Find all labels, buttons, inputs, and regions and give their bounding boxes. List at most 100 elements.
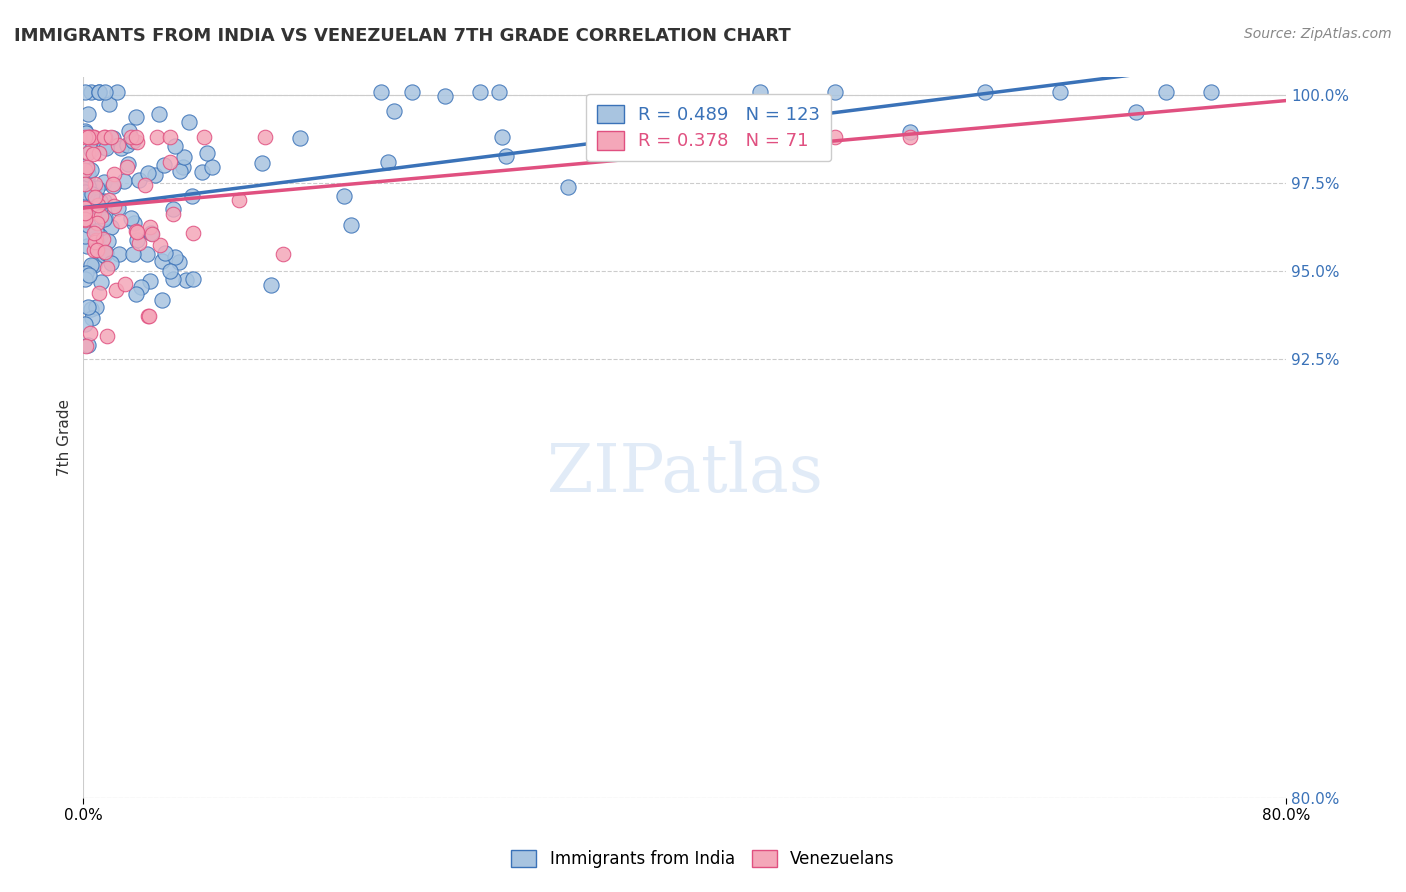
Immigrants from India: [100, 256, 122, 270]
Immigrants from India: [377, 155, 399, 169]
Venezuelans: [84, 190, 107, 204]
Immigrants from India: [94, 85, 117, 99]
Immigrants from India: [136, 166, 159, 180]
Immigrants from India: [748, 85, 770, 99]
Venezuelans: [145, 130, 167, 145]
Immigrants from India: [101, 178, 124, 193]
Venezuelans: [91, 232, 114, 246]
Immigrants from India: [122, 216, 145, 230]
Immigrants from India: [172, 160, 194, 174]
Immigrants from India: [80, 301, 103, 316]
Immigrants from India: [89, 201, 111, 215]
Immigrants from India: [169, 255, 191, 269]
Venezuelans: [159, 130, 181, 145]
Immigrants from India: [76, 201, 98, 215]
Immigrants from India: [77, 167, 100, 181]
Immigrants from India: [75, 267, 97, 281]
Immigrants from India: [165, 250, 187, 264]
Venezuelans: [125, 224, 148, 238]
Venezuelans: [83, 235, 105, 249]
Immigrants from India: [93, 174, 115, 188]
Immigrants from India: [179, 114, 201, 128]
Immigrants from India: [145, 168, 167, 182]
Immigrants from India: [169, 164, 191, 178]
Venezuelans: [83, 243, 105, 257]
Venezuelans: [84, 233, 107, 247]
Immigrants from India: [121, 247, 143, 261]
Venezuelans: [87, 198, 110, 212]
Text: IMMIGRANTS FROM INDIA VS VENEZUELAN 7TH GRADE CORRELATION CHART: IMMIGRANTS FROM INDIA VS VENEZUELAN 7TH …: [14, 27, 790, 45]
Immigrants from India: [80, 144, 103, 158]
Venezuelans: [98, 193, 121, 207]
Immigrants from India: [105, 85, 128, 99]
Immigrants from India: [139, 274, 162, 288]
Venezuelans: [73, 213, 96, 227]
Venezuelans: [114, 277, 136, 291]
Venezuelans: [139, 219, 162, 234]
Venezuelans: [84, 178, 107, 192]
Immigrants from India: [80, 85, 103, 99]
Immigrants from India: [173, 151, 195, 165]
Immigrants from India: [75, 126, 97, 140]
Immigrants from India: [201, 160, 224, 174]
Immigrants from India: [115, 138, 138, 153]
Venezuelans: [120, 130, 142, 145]
Immigrants from India: [93, 140, 115, 154]
Immigrants from India: [153, 158, 176, 172]
Immigrants from India: [135, 247, 157, 261]
Venezuelans: [96, 329, 118, 343]
Immigrants from India: [117, 156, 139, 170]
Venezuelans: [193, 130, 215, 145]
Immigrants from India: [340, 218, 363, 232]
Immigrants from India: [1154, 85, 1177, 99]
Immigrants from India: [491, 129, 513, 144]
Immigrants from India: [370, 85, 392, 99]
Immigrants from India: [1199, 85, 1222, 99]
Y-axis label: 7th Grade: 7th Grade: [58, 400, 72, 476]
Immigrants from India: [155, 246, 177, 260]
Immigrants from India: [174, 273, 197, 287]
Venezuelans: [107, 138, 129, 153]
Venezuelans: [141, 227, 163, 241]
Immigrants from India: [93, 211, 115, 226]
Immigrants from India: [97, 234, 120, 248]
Venezuelans: [86, 244, 108, 258]
Venezuelans: [82, 147, 104, 161]
Immigrants from India: [80, 163, 103, 178]
Immigrants from India: [98, 96, 121, 111]
Venezuelans: [73, 212, 96, 227]
Venezuelans: [94, 130, 117, 145]
Immigrants from India: [76, 300, 98, 314]
Immigrants from India: [150, 293, 173, 307]
Immigrants from India: [129, 280, 152, 294]
Immigrants from India: [76, 172, 98, 186]
Immigrants from India: [181, 272, 204, 286]
Venezuelans: [271, 247, 294, 261]
Venezuelans: [73, 177, 96, 191]
Immigrants from India: [100, 220, 122, 235]
Immigrants from India: [974, 85, 997, 99]
Venezuelans: [125, 225, 148, 239]
Venezuelans: [73, 201, 96, 215]
Venezuelans: [162, 207, 184, 221]
Immigrants from India: [82, 186, 104, 201]
Immigrants from India: [195, 145, 218, 160]
Venezuelans: [100, 130, 122, 145]
Immigrants from India: [125, 110, 148, 124]
Immigrants from India: [86, 300, 108, 314]
Immigrants from India: [120, 211, 142, 225]
Immigrants from India: [94, 141, 117, 155]
Immigrants from India: [128, 173, 150, 187]
Immigrants from India: [76, 218, 98, 232]
Venezuelans: [75, 339, 97, 353]
Venezuelans: [90, 209, 112, 223]
Immigrants from India: [122, 134, 145, 148]
Venezuelans: [73, 163, 96, 178]
Immigrants from India: [180, 188, 202, 202]
Venezuelans: [86, 216, 108, 230]
Immigrants from India: [468, 85, 491, 99]
Venezuelans: [96, 261, 118, 276]
Venezuelans: [82, 130, 104, 145]
Immigrants from India: [125, 287, 148, 301]
Immigrants from India: [93, 194, 115, 208]
